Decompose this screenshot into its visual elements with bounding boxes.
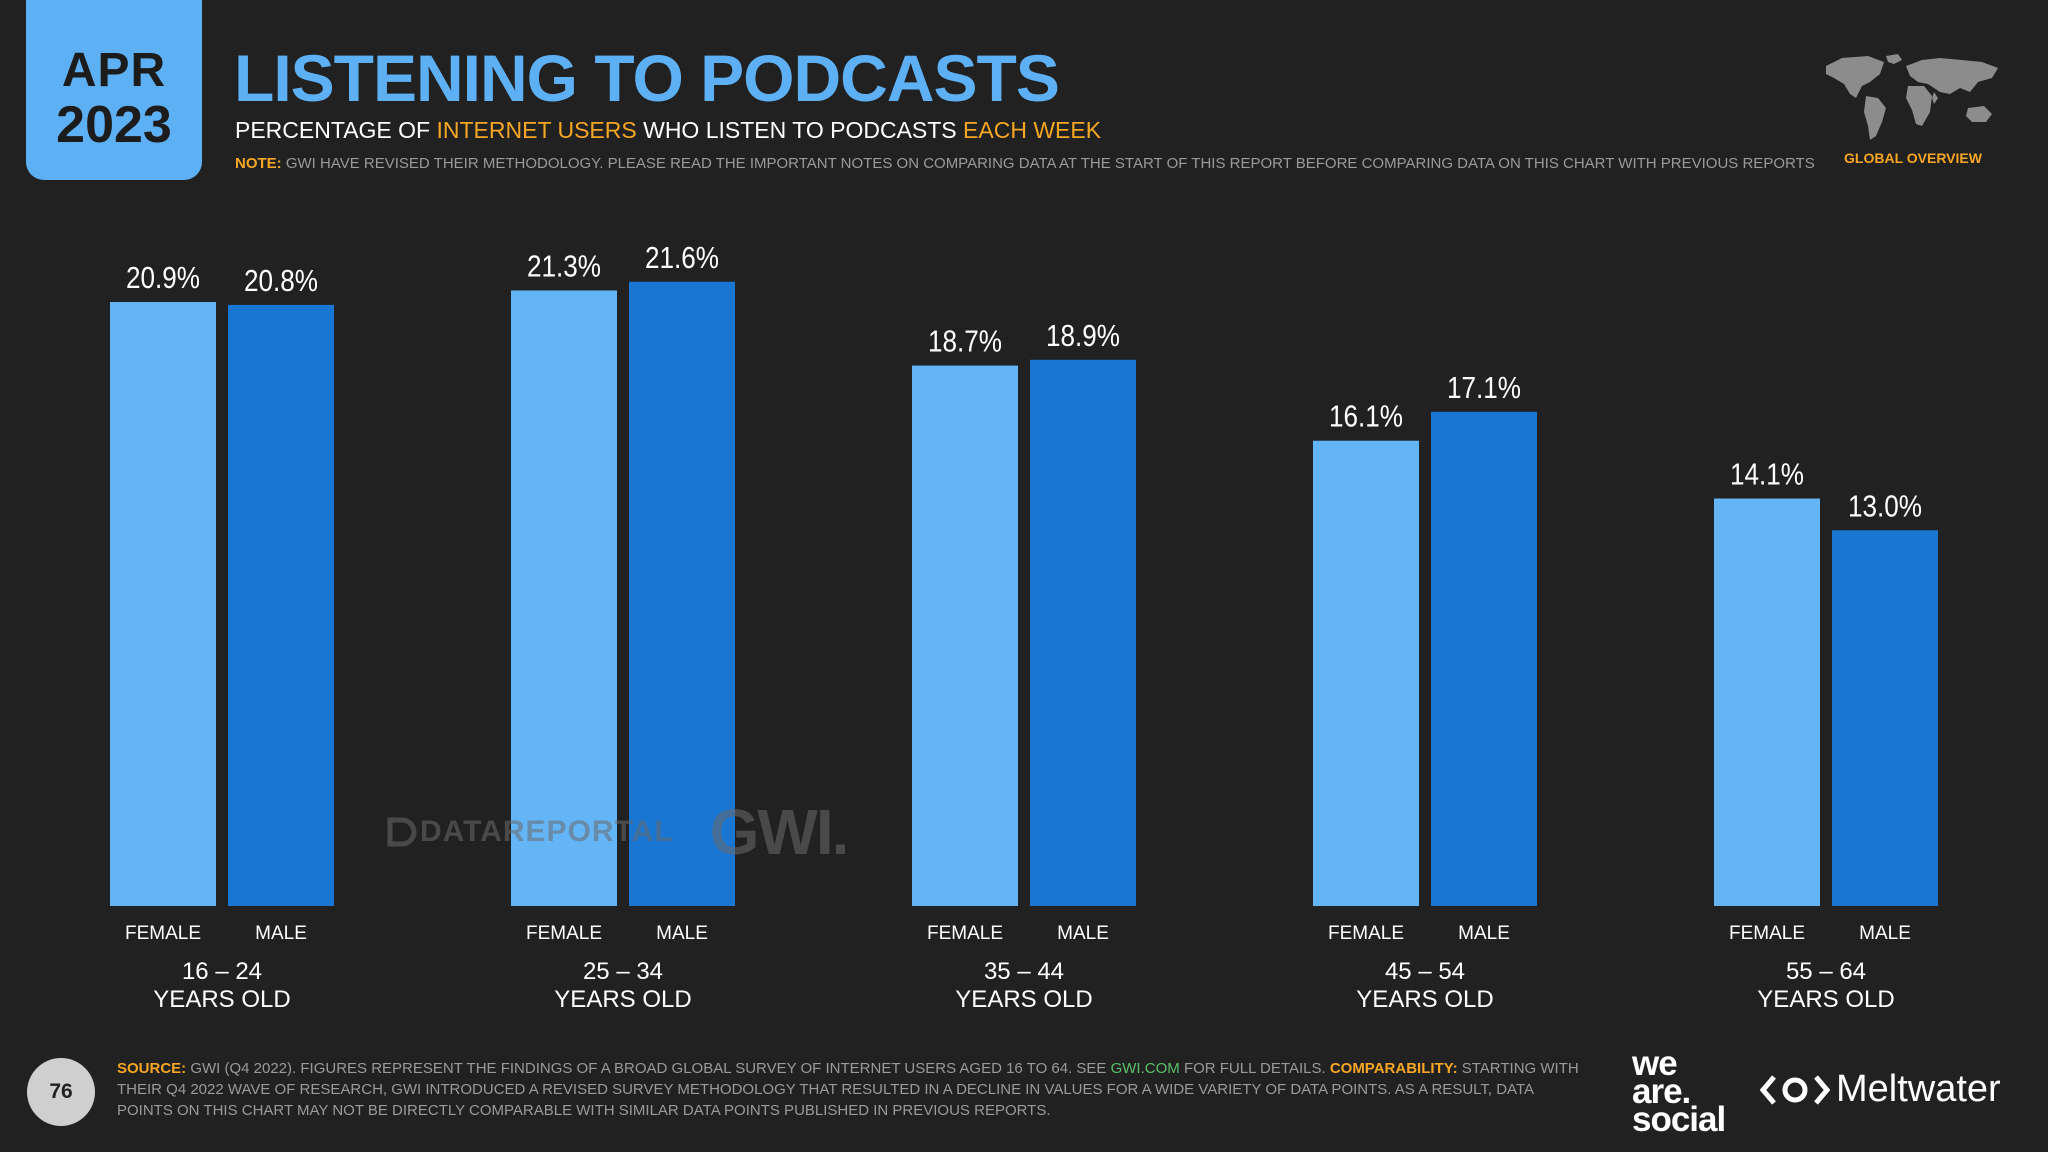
category-suffix-2: YEARS OLD	[554, 986, 691, 1013]
series-label-male-5: MALE	[1859, 923, 1911, 944]
region-label: GLOBAL OVERVIEW	[1844, 150, 1982, 166]
brand-line-1: we	[1632, 1044, 1678, 1083]
meltwater-wordmark: Meltwater	[1836, 1068, 2001, 1110]
category-label-4: 45 – 54	[1385, 958, 1465, 985]
date-year: 2023	[56, 96, 172, 154]
bar-female-5	[1714, 498, 1820, 906]
world-map-icon	[1826, 54, 1998, 140]
data-label-male-3: 18.9%	[1046, 318, 1120, 353]
bar-male-1	[228, 304, 334, 906]
source-label: SOURCE:	[117, 1060, 187, 1077]
chart-subtitle: PERCENTAGE OF INTERNET USERS WHO LISTEN …	[235, 117, 1101, 144]
note-label: NOTE:	[235, 155, 282, 172]
data-label-female-1: 20.9%	[126, 260, 200, 295]
subtitle-part-1: PERCENTAGE OF	[235, 117, 437, 143]
page-number: 76	[27, 1058, 95, 1126]
category-suffix-4: YEARS OLD	[1356, 986, 1493, 1013]
series-label-male-1: MALE	[255, 923, 307, 944]
series-label-female-1: FEMALE	[125, 923, 201, 944]
data-label-male-1: 20.8%	[244, 263, 318, 298]
series-label-male-2: MALE	[656, 923, 708, 944]
category-label-5: 55 – 64	[1786, 958, 1866, 985]
series-label-female-3: FEMALE	[927, 923, 1003, 944]
meltwater-logo: Meltwater	[1760, 1068, 2001, 1111]
bar-male-5	[1832, 530, 1938, 906]
category-suffix-1: YEARS OLD	[153, 986, 290, 1013]
source-text-1: GWI (Q4 2022). FIGURES REPRESENT THE FIN…	[190, 1060, 1107, 1077]
date-tab: APR 2023	[26, 0, 202, 180]
subtitle-part-3: WHO LISTEN TO PODCASTS	[636, 117, 964, 143]
data-label-female-2: 21.3%	[527, 248, 601, 283]
data-label-female-3: 18.7%	[928, 324, 1002, 359]
source-note: SOURCE: GWI (Q4 2022). FIGURES REPRESENT…	[117, 1058, 1587, 1121]
bar-female-1	[110, 302, 216, 906]
data-label-female-4: 16.1%	[1329, 399, 1403, 434]
data-label-male-5: 13.0%	[1848, 488, 1922, 523]
comparability-label: COMPARABILITY:	[1329, 1060, 1458, 1077]
data-label-female-5: 14.1%	[1730, 457, 1804, 492]
data-label-male-4: 17.1%	[1447, 370, 1521, 405]
bar-female-2	[511, 290, 617, 906]
comparability-text: STARTING WITH THEIR Q4 2022 WAVE OF RESE…	[117, 1060, 1579, 1119]
series-label-male-3: MALE	[1057, 923, 1109, 944]
subtitle-part-4: EACH WEEK	[963, 117, 1102, 143]
source-text-2: FOR FULL DETAILS.	[1183, 1060, 1326, 1077]
category-label-2: 25 – 34	[583, 958, 663, 985]
source-link[interactable]: GWI.COM	[1110, 1060, 1180, 1077]
category-suffix-3: YEARS OLD	[955, 986, 1092, 1013]
subtitle-part-2: INTERNET USERS	[436, 117, 637, 143]
meltwater-mark-icon	[1760, 1074, 1830, 1105]
bar-female-3	[912, 365, 1018, 906]
methodology-note: NOTE: GWI HAVE REVISED THEIR METHODOLOGY…	[235, 155, 1815, 172]
date-month: APR	[61, 44, 167, 97]
bar-male-4	[1431, 411, 1537, 906]
series-label-female-5: FEMALE	[1729, 923, 1805, 944]
brand-line-2: are.	[1632, 1072, 1691, 1111]
category-label-3: 35 – 44	[984, 958, 1064, 985]
bar-male-2	[629, 281, 735, 906]
bar-male-3	[1030, 359, 1136, 906]
we-are-social-logo: we are. social	[1632, 1044, 1726, 1139]
category-label-1: 16 – 24	[182, 958, 262, 985]
series-label-female-2: FEMALE	[526, 923, 602, 944]
category-suffix-5: YEARS OLD	[1757, 986, 1894, 1013]
bar-female-4	[1313, 440, 1419, 906]
series-label-female-4: FEMALE	[1328, 923, 1404, 944]
note-text: GWI HAVE REVISED THEIR METHODOLOGY. PLEA…	[285, 155, 1815, 172]
data-label-male-2: 21.6%	[645, 240, 719, 275]
brand-line-3: social	[1632, 1100, 1726, 1139]
series-label-male-4: MALE	[1458, 923, 1510, 944]
page-title: LISTENING TO PODCASTS	[234, 41, 1060, 115]
